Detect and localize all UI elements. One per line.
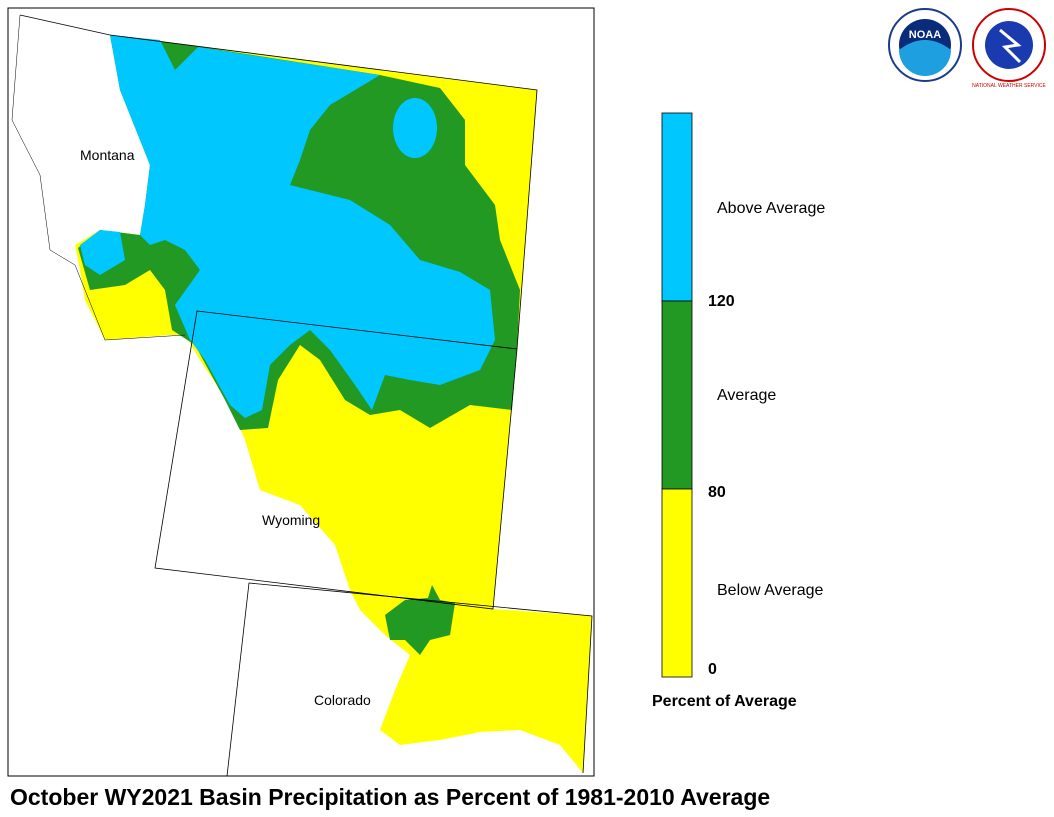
noaa-logo [899, 40, 951, 76]
nws-logo [999, 28, 1022, 64]
legend-class-label: Average [717, 387, 776, 404]
legend-swatch [661, 300, 693, 490]
legend-title: Percent of Average [652, 693, 797, 710]
state-label: Colorado [314, 692, 371, 708]
above-average-area [393, 98, 437, 158]
montana-border [19, 14, 538, 350]
above-average-area [110, 35, 495, 418]
wyoming-border [154, 310, 518, 610]
legend-swatch [661, 488, 693, 678]
legend-tick-label: 80 [708, 484, 726, 501]
state-label: Wyoming [262, 512, 320, 528]
noaa-logo-text: NOAA [909, 29, 941, 41]
legend-tick-label: 120 [708, 293, 735, 310]
above-average-area [80, 230, 125, 275]
legend-class-label: Above Average [717, 200, 825, 217]
colorado-border [226, 582, 593, 777]
map-title: October WY2021 Basin Precipitation as Pe… [10, 784, 770, 810]
state-label: Montana [80, 147, 135, 163]
montana-border [11, 14, 186, 341]
nws-logo-text: NATIONAL WEATHER SERVICE [972, 83, 1046, 89]
legend-swatch [661, 112, 693, 302]
legend-tick-label: 0 [708, 661, 717, 678]
legend-class-label: Below Average [717, 582, 824, 599]
